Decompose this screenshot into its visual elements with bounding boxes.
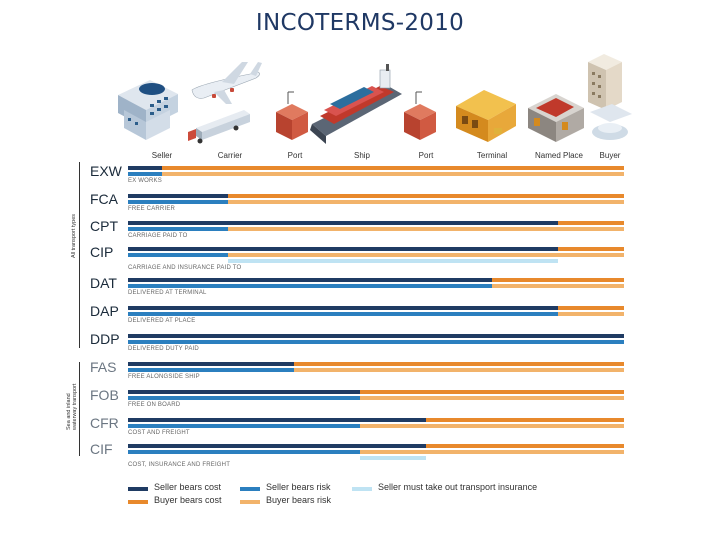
legend-seller-risk: Seller bears risk	[266, 482, 331, 492]
seller-cost-bar-exw	[128, 166, 162, 170]
buyer-cost-bar-cip	[558, 247, 624, 251]
buyer-cost-bar-exw	[162, 166, 624, 170]
term-name-dap: DELIVERED AT PLACE	[128, 318, 196, 324]
seller-risk-bar-exw	[128, 172, 162, 176]
buyer-risk-bar-cif	[360, 450, 624, 454]
seller-cost-bar-dap	[128, 306, 558, 310]
term-name-cif: COST, INSURANCE AND FREIGHT	[128, 462, 231, 468]
buyer-risk-bar-cfr	[360, 424, 624, 428]
term-code-dap: DAP	[90, 303, 119, 319]
stage-label-port-2: Port	[287, 151, 303, 160]
legend-buyer-cost: Buyer bears cost	[154, 495, 222, 505]
buyer-risk-bar-dat	[492, 284, 624, 288]
stage-label-terminal-5: Terminal	[476, 151, 508, 160]
seller-cost-bar-cpt	[128, 221, 558, 225]
insurance-bar-cif	[360, 456, 426, 460]
term-code-fas: FAS	[90, 359, 117, 375]
group-label-any-mode: All transport types	[71, 213, 77, 258]
seller-cost-bar-cip	[128, 247, 558, 251]
buyer-risk-bar-fca	[228, 200, 624, 204]
buyer-risk-bar-fas	[294, 368, 624, 372]
term-name-cip: CARRIAGE AND INSURANCE PAID TO	[128, 265, 242, 271]
term-name-cpt: CARRIAGE PAID TO	[128, 233, 188, 239]
seller-cost-bar-dat	[128, 278, 492, 282]
legend-swatch-buyer-cost	[128, 500, 148, 504]
buyer-risk-bar-fob	[360, 396, 624, 400]
group-bracket-sea	[79, 362, 80, 456]
buyer-cost-bar-cif	[426, 444, 624, 448]
insurance-bar-cip	[228, 259, 558, 263]
seller-risk-bar-dap	[128, 312, 558, 316]
seller-cost-bar-fca	[128, 194, 228, 198]
term-code-exw: EXW	[90, 163, 122, 179]
legend-buyer-risk: Buyer bears risk	[266, 495, 332, 505]
term-code-ddp: DDP	[90, 331, 120, 347]
seller-risk-bar-fas	[128, 368, 294, 372]
stage-label-port-4: Port	[418, 151, 434, 160]
stage-label-buyer-7: Buyer	[599, 151, 621, 160]
term-code-dat: DAT	[90, 275, 117, 291]
group-bracket-any-mode	[79, 162, 80, 348]
named-place-warehouse-icon	[528, 94, 584, 142]
seller-risk-bar-cpt	[128, 227, 228, 231]
buyer-cost-bar-dap	[558, 306, 624, 310]
term-code-cpt: CPT	[90, 218, 118, 234]
term-name-fob: FREE ON BOARD	[128, 402, 181, 408]
term-name-fca: FREE CARRIER	[128, 206, 176, 212]
term-code-cfr: CFR	[90, 415, 119, 431]
legend-insurance: Seller must take out transport insurance	[378, 482, 538, 492]
buyer-building-icon	[588, 54, 632, 140]
term-code-cif: CIF	[90, 441, 113, 457]
legend-swatch-buyer-risk	[240, 500, 260, 504]
term-code-fca: FCA	[90, 191, 118, 207]
seller-cost-bar-ddp	[128, 334, 624, 338]
seller-cost-bar-cif	[128, 444, 426, 448]
seller-risk-bar-cip	[128, 253, 228, 257]
seller-building-icon	[118, 80, 178, 140]
legend-swatch-seller-risk	[240, 487, 260, 491]
terminal-warehouse-icon	[456, 90, 516, 142]
buyer-risk-bar-cpt	[228, 227, 624, 231]
buyer-cost-bar-fas	[294, 362, 624, 366]
airplane-truck-icon	[188, 62, 262, 144]
term-name-dat: DELIVERED AT TERMINAL	[128, 290, 207, 296]
buyer-cost-bar-dat	[492, 278, 624, 282]
seller-cost-bar-fob	[128, 390, 360, 394]
stage-illustrations	[118, 54, 632, 144]
seller-risk-bar-fob	[128, 396, 360, 400]
term-code-cip: CIP	[90, 244, 114, 260]
buyer-risk-bar-exw	[162, 172, 624, 176]
buyer-cost-bar-cpt	[558, 221, 624, 225]
term-name-exw: EX WORKS	[128, 178, 162, 184]
term-name-ddp: DELIVERED DUTY PAID	[128, 346, 199, 352]
stage-label-seller-0: Seller	[151, 151, 173, 160]
stage-label-named-place-6: Named Place	[534, 151, 584, 160]
seller-risk-bar-cfr	[128, 424, 360, 428]
buyer-cost-bar-fca	[228, 194, 624, 198]
group-label-sea: Sea and inland waterway transport	[66, 383, 78, 430]
buyer-cost-bar-cfr	[426, 418, 624, 422]
stage-label-carrier-1: Carrier	[217, 151, 243, 160]
legend-swatch-insurance	[352, 487, 372, 491]
page-title: INCOTERMS-2010	[255, 10, 465, 36]
legend-swatch-seller-cost	[128, 487, 148, 491]
term-name-fas: FREE ALONGSIDE SHIP	[128, 374, 200, 380]
buyer-risk-bar-dap	[558, 312, 624, 316]
cargo-ship-icon	[310, 64, 402, 144]
seller-risk-bar-ddp	[128, 340, 624, 344]
seller-risk-bar-cif	[128, 450, 360, 454]
port-container-icon	[276, 91, 308, 140]
term-code-fob: FOB	[90, 387, 119, 403]
seller-risk-bar-fca	[128, 200, 228, 204]
seller-cost-bar-fas	[128, 362, 294, 366]
buyer-risk-bar-cip	[228, 253, 624, 257]
stage-label-ship-3: Ship	[353, 151, 370, 160]
term-name-cfr: COST AND FREIGHT	[128, 430, 190, 436]
buyer-cost-bar-fob	[360, 390, 624, 394]
seller-cost-bar-cfr	[128, 418, 426, 422]
legend-seller-cost: Seller bears cost	[154, 482, 222, 492]
seller-risk-bar-dat	[128, 284, 492, 288]
port-container-icon	[404, 91, 436, 140]
